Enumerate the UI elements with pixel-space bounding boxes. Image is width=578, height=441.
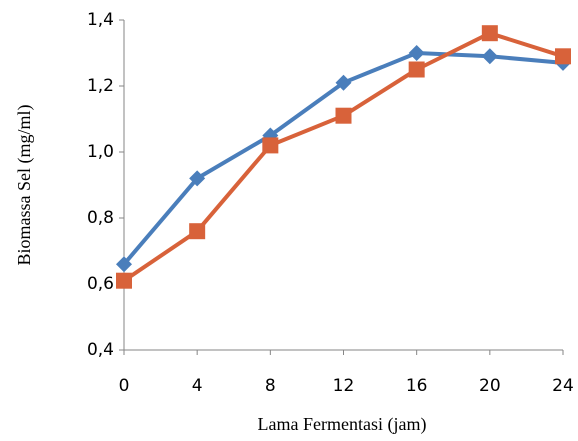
x-tick-label: 4 (192, 376, 203, 396)
y-axis-title: Biomassa Sel (mg/ml) (14, 105, 35, 266)
y-tick-label: 0,6 (87, 274, 114, 294)
page: {"chart_data": { "type": "line", "x_labe… (0, 0, 578, 441)
x-tick-label: 24 (552, 376, 574, 396)
y-tick-label: 1,2 (87, 76, 114, 96)
marker (555, 48, 571, 64)
marker (336, 108, 352, 124)
y-tick-label: 1,0 (87, 142, 114, 162)
chart: Lama Fermentasi (jam) Biomassa Sel (mg/m… (0, 0, 578, 441)
marker (409, 45, 425, 61)
marker (262, 137, 278, 153)
x-tick-label: 8 (265, 376, 276, 396)
marker (409, 62, 425, 78)
marker (482, 25, 498, 41)
y-tick-label: 0,8 (87, 208, 114, 228)
series-line (124, 33, 563, 281)
marker (482, 48, 498, 64)
x-tick-label: 20 (479, 376, 501, 396)
marker (116, 273, 132, 289)
x-axis-title: Lama Fermentasi (jam) (258, 414, 427, 435)
x-tick-label: 0 (119, 376, 130, 396)
x-tick-label: 16 (406, 376, 428, 396)
y-tick-label: 1,4 (87, 10, 114, 30)
x-tick-label: 12 (333, 376, 355, 396)
y-tick-label: 0,4 (87, 340, 114, 360)
marker (189, 223, 205, 239)
